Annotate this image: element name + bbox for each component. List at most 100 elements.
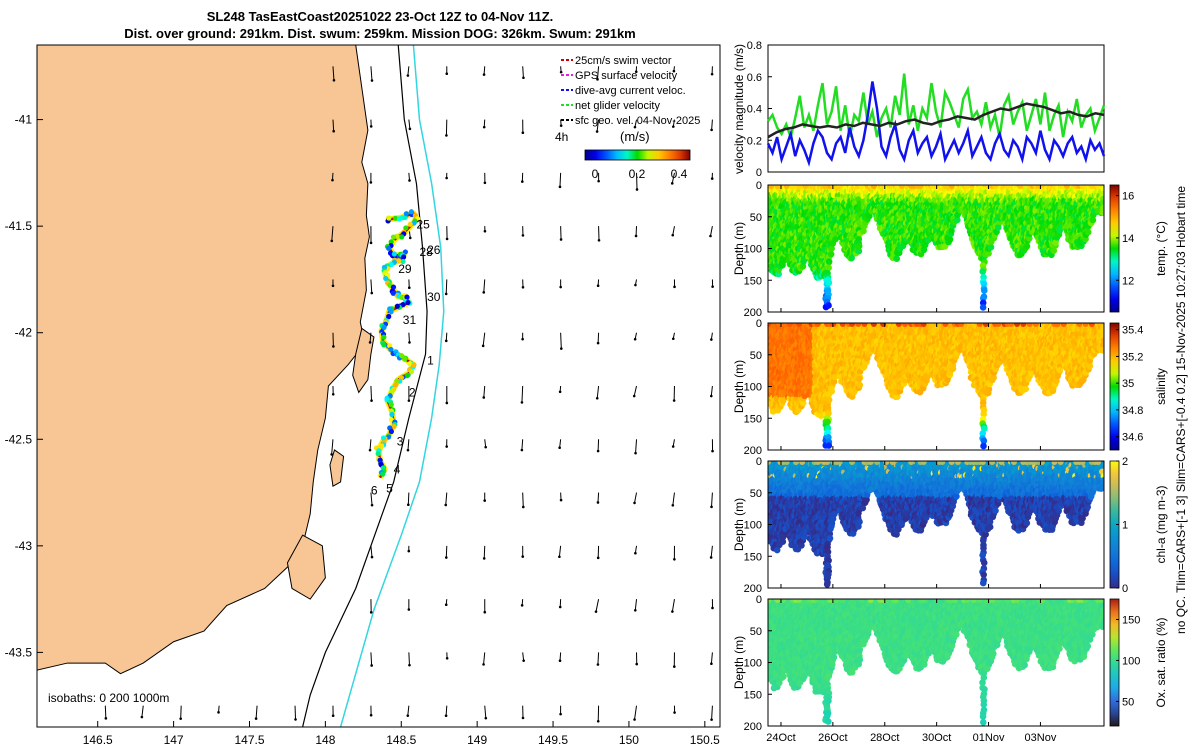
track-dot — [386, 313, 392, 320]
velocity-arrow — [483, 652, 486, 665]
velocity-arrowhead — [634, 70, 638, 73]
legend-label: dive-avg current veloc. — [575, 85, 686, 97]
velocity-arrow — [522, 652, 525, 661]
section-surface-point — [1017, 185, 1024, 189]
land-tasman-peninsula — [286, 534, 326, 600]
day-label-1: 1 — [427, 354, 434, 368]
isobath-200m — [302, 45, 428, 727]
velocity-arrow — [671, 599, 675, 612]
velocity-arrowhead — [444, 714, 448, 718]
track-dot — [390, 290, 396, 296]
velocity-arrowhead — [521, 180, 524, 183]
velocity-arrowhead — [483, 499, 486, 502]
velocity-arrowhead — [596, 556, 600, 560]
section-surface-point — [830, 185, 837, 189]
velocity-arrow — [710, 545, 713, 558]
track-dot — [403, 225, 409, 231]
velocity-arrow — [710, 652, 713, 664]
velocity-arrowhead — [370, 555, 374, 559]
velocity-arrowhead — [445, 656, 449, 660]
section-colorbar-tick-label: 14 — [1122, 233, 1134, 245]
velocity-arrowhead — [407, 549, 411, 553]
velocity-arrowhead — [559, 124, 563, 127]
velocity-arrow — [672, 226, 675, 236]
day-label-30: 30 — [427, 290, 441, 304]
velocity-arrow — [634, 599, 638, 611]
section-point — [855, 242, 863, 250]
track-dot — [396, 258, 402, 264]
velocity-arrowhead — [596, 501, 600, 504]
velocity-ytick-label: 0.6 — [747, 72, 762, 84]
section-surface-point — [1079, 185, 1086, 189]
velocity-arrowhead — [331, 392, 335, 396]
velocity-arrowhead — [408, 236, 412, 240]
velocity-arrowhead — [710, 718, 713, 721]
velocity-arrow — [141, 705, 144, 718]
section-surface-point — [808, 185, 815, 189]
velocity-arrow — [445, 332, 448, 341]
velocity-arrowhead — [407, 286, 411, 290]
velocity-arrow — [521, 439, 524, 451]
velocity-arrows — [104, 66, 714, 723]
track-dot — [390, 234, 397, 240]
velocity-arrow — [559, 652, 562, 661]
section-point — [866, 212, 873, 220]
series-sfc-geo-vel- — [767, 102, 1105, 139]
velocity-arrowhead — [710, 338, 713, 341]
section-point — [832, 235, 839, 243]
velocity-arrowhead — [596, 449, 600, 453]
velocity-arrowhead — [672, 399, 676, 402]
track-dot — [380, 435, 387, 441]
velocity-arrowhead — [406, 714, 410, 717]
section-surface-point — [1004, 185, 1011, 189]
section-surface-point — [1063, 185, 1070, 189]
velocity-arrowhead — [558, 555, 561, 559]
map-xtick-label: 148.5 — [386, 733, 416, 747]
section-point — [980, 287, 988, 294]
section-temperature-data — [768, 185, 1104, 312]
land-freycinet — [352, 327, 375, 394]
velocity-arrowhead — [370, 291, 374, 295]
track-dot — [408, 209, 415, 215]
section-point — [980, 280, 988, 288]
section-point — [979, 268, 987, 275]
velocity-arrowhead — [445, 176, 448, 180]
velocity-arrowhead — [370, 503, 374, 507]
velocity-ytick-label: 0 — [756, 167, 762, 179]
track-dot — [388, 261, 394, 268]
velocity-arrowhead — [559, 498, 563, 502]
section-surface-point — [774, 185, 781, 189]
track-dot — [405, 299, 411, 306]
velocity-arrowhead — [595, 396, 599, 400]
figure-title: SL248 TasEastCoast20251022 23-Oct 12Z to… — [60, 8, 700, 42]
velocity-arrowhead — [407, 608, 411, 611]
section-ytick-label: 200 — [744, 307, 762, 319]
section-surface-point — [1095, 185, 1102, 189]
section-surface-point — [1057, 185, 1064, 189]
velocity-arrowhead — [407, 399, 411, 402]
velocity-arrowhead — [484, 716, 488, 720]
map-ytick-label: -41 — [15, 113, 33, 127]
velocity-arrowhead — [633, 337, 637, 341]
velocity-arrowhead — [709, 394, 713, 398]
velocity-arrowhead — [179, 717, 182, 720]
velocity-arrowhead — [483, 181, 487, 185]
velocity-arrowhead — [710, 128, 713, 132]
velocity-arrow — [408, 652, 410, 666]
track-dot — [411, 362, 417, 368]
day-label-5: 5 — [386, 482, 393, 496]
section-point — [954, 216, 961, 224]
velocity-arrowhead — [482, 73, 486, 76]
velocity-arrowhead — [370, 399, 373, 402]
velocity-arrow — [408, 119, 411, 129]
track-dot — [375, 451, 381, 457]
velocity-arrowhead — [671, 337, 675, 341]
section-surface-point — [942, 185, 949, 189]
track-dot — [388, 402, 394, 408]
velocity-arrowhead — [330, 239, 334, 243]
velocity-arrow — [596, 66, 600, 80]
velocity-arrowhead — [633, 125, 637, 129]
velocity-arrow — [483, 279, 486, 293]
velocity-arrowhead — [368, 341, 372, 344]
section-surface-point — [802, 185, 809, 189]
